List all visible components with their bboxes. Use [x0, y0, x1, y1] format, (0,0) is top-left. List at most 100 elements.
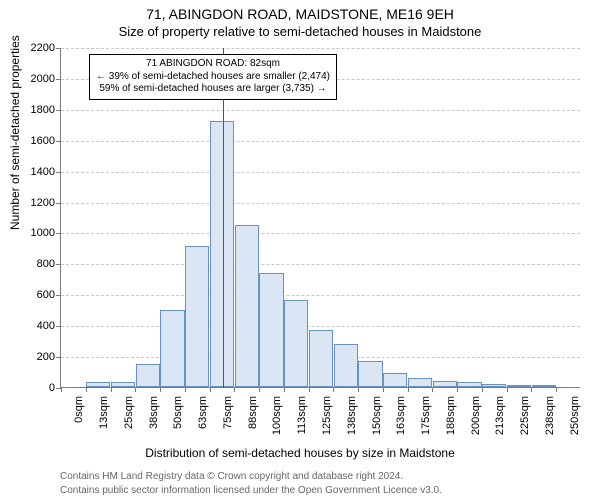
gridline	[61, 233, 580, 234]
y-tick	[56, 172, 61, 173]
y-tick	[56, 48, 61, 49]
histogram-bar	[482, 384, 506, 387]
y-tick-label: 1200	[21, 197, 55, 209]
x-tick-label: 113sqm	[296, 396, 308, 436]
x-tick-label: 25sqm	[123, 396, 135, 436]
footer-copyright: Contains HM Land Registry data © Crown c…	[60, 471, 403, 482]
histogram-bar	[334, 344, 358, 387]
x-tick-label: 238sqm	[544, 396, 556, 436]
histogram-bar	[259, 273, 283, 387]
x-tick	[135, 387, 136, 392]
x-tick-label: 138sqm	[346, 396, 358, 436]
y-tick-label: 1600	[21, 135, 55, 147]
y-tick	[56, 357, 61, 358]
x-tick	[408, 387, 409, 392]
callout-box: 71 ABINGDON ROAD: 82sqm← 39% of semi-det…	[89, 54, 337, 100]
x-tick-label: 63sqm	[197, 396, 209, 436]
x-tick-label: 213sqm	[494, 396, 506, 436]
x-tick	[61, 387, 62, 392]
x-tick	[531, 387, 532, 392]
x-tick	[259, 387, 260, 392]
x-tick	[210, 387, 211, 392]
x-tick-label: 50sqm	[172, 396, 184, 436]
histogram-bar	[532, 385, 556, 387]
gridline	[61, 203, 580, 204]
x-tick	[556, 387, 557, 392]
x-tick-label: 38sqm	[148, 396, 160, 436]
histogram-bar	[383, 373, 407, 387]
histogram-bar	[358, 361, 382, 387]
x-tick-label: 250sqm	[569, 396, 581, 436]
y-tick	[56, 110, 61, 111]
x-tick-label: 225sqm	[519, 396, 531, 436]
gridline	[61, 326, 580, 327]
y-tick	[56, 203, 61, 204]
gridline	[61, 172, 580, 173]
title-main: 71, ABINGDON ROAD, MAIDSTONE, ME16 9EH	[0, 6, 600, 22]
x-tick	[160, 387, 161, 392]
y-tick	[56, 79, 61, 80]
footer-licence: Contains public sector information licen…	[60, 485, 442, 496]
x-tick-label: 100sqm	[271, 396, 283, 436]
y-tick-label: 2000	[21, 73, 55, 85]
histogram-bar	[86, 382, 110, 387]
x-tick	[432, 387, 433, 392]
callout-line: 59% of semi-detached houses are larger (…	[96, 83, 330, 96]
x-tick	[284, 387, 285, 392]
x-tick-label: 150sqm	[371, 396, 383, 436]
x-tick	[333, 387, 334, 392]
x-tick	[111, 387, 112, 392]
gridline	[61, 48, 580, 49]
y-tick	[56, 141, 61, 142]
x-tick	[482, 387, 483, 392]
x-tick	[86, 387, 87, 392]
x-tick	[234, 387, 235, 392]
histogram-bar	[111, 382, 135, 387]
histogram-bar	[507, 385, 531, 387]
x-tick-label: 75sqm	[222, 396, 234, 436]
gridline	[61, 110, 580, 111]
callout-line: 71 ABINGDON ROAD: 82sqm	[96, 58, 330, 71]
histogram-bar	[185, 246, 209, 387]
x-tick-label: 125sqm	[321, 396, 333, 436]
x-axis-label: Distribution of semi-detached houses by …	[0, 446, 600, 460]
y-tick-label: 1000	[21, 227, 55, 239]
title-sub: Size of property relative to semi-detach…	[0, 24, 600, 39]
histogram-bar	[309, 330, 333, 387]
gridline	[61, 295, 580, 296]
x-tick	[358, 387, 359, 392]
x-tick-label: 13sqm	[98, 396, 110, 436]
x-tick	[507, 387, 508, 392]
y-tick-label: 600	[21, 289, 55, 301]
histogram-bar	[210, 121, 234, 387]
x-tick-label: 175sqm	[420, 396, 432, 436]
gridline	[61, 141, 580, 142]
histogram-bar	[457, 382, 481, 387]
y-tick-label: 800	[21, 258, 55, 270]
histogram-bar	[235, 225, 259, 387]
y-tick-label: 1800	[21, 104, 55, 116]
x-tick	[309, 387, 310, 392]
y-tick-label: 200	[21, 351, 55, 363]
histogram-bar	[160, 310, 184, 387]
histogram-bar	[136, 364, 160, 387]
x-tick	[457, 387, 458, 392]
y-tick-label: 400	[21, 320, 55, 332]
plot-area: 0200400600800100012001400160018002000220…	[60, 48, 580, 388]
x-tick-label: 200sqm	[470, 396, 482, 436]
y-tick	[56, 295, 61, 296]
y-tick	[56, 264, 61, 265]
x-tick-label: 0sqm	[73, 396, 85, 436]
chart-container: 71, ABINGDON ROAD, MAIDSTONE, ME16 9EH S…	[0, 0, 600, 500]
y-tick-label: 2200	[21, 42, 55, 54]
y-tick-label: 1400	[21, 166, 55, 178]
histogram-bar	[408, 378, 432, 387]
callout-line: ← 39% of semi-detached houses are smalle…	[96, 71, 330, 84]
y-tick	[56, 326, 61, 327]
y-axis-label: Number of semi-detached properties	[8, 35, 22, 230]
histogram-bar	[433, 381, 457, 387]
x-tick-label: 188sqm	[445, 396, 457, 436]
gridline	[61, 264, 580, 265]
x-tick	[185, 387, 186, 392]
y-tick-label: 0	[21, 382, 55, 394]
